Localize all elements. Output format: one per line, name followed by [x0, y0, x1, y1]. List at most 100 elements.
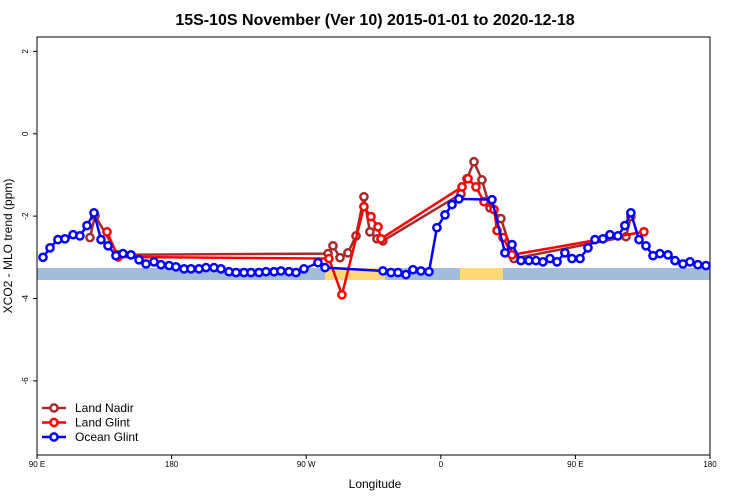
data-point	[552, 257, 562, 267]
x-tick-label: 90 W	[297, 460, 316, 469]
data-point	[598, 233, 608, 244]
data-point	[693, 259, 703, 270]
data-point	[463, 173, 473, 184]
data-point	[471, 182, 481, 192]
data-point	[440, 210, 450, 220]
data-point	[641, 240, 651, 251]
data-point	[655, 248, 665, 259]
data-point	[634, 234, 644, 245]
data-point	[373, 222, 383, 232]
data-point	[516, 255, 526, 266]
data-point	[639, 226, 649, 237]
data-point	[186, 264, 196, 274]
data-point	[507, 239, 517, 250]
data-point	[60, 233, 70, 244]
data-point	[82, 220, 92, 231]
data-point	[156, 259, 166, 270]
data-point	[320, 262, 330, 273]
series-line	[88, 158, 633, 260]
data-point	[38, 252, 48, 263]
data-point	[102, 226, 112, 237]
data-point	[261, 266, 271, 277]
data-point	[477, 175, 487, 185]
data-point	[45, 243, 55, 253]
data-point	[663, 250, 673, 260]
data-point	[424, 266, 434, 277]
chart-title: 15S-10S November (Ver 10) 2015-01-01 to …	[175, 12, 574, 29]
y-tick-label: -4	[21, 294, 30, 302]
data-point	[447, 199, 457, 210]
data-point	[393, 267, 403, 278]
y-tick-label: -6	[21, 377, 30, 385]
surface-band-land	[460, 268, 503, 280]
data-point	[246, 267, 256, 278]
y-axis-label: XCO2 - MLO trend (ppm)	[1, 179, 15, 314]
legend-swatch-point	[49, 432, 59, 442]
legend-label: Land Glint	[75, 416, 130, 430]
data-point	[171, 261, 181, 272]
data-point	[89, 207, 99, 218]
data-point	[335, 252, 345, 263]
data-point	[487, 194, 497, 205]
y-tick-label: -2	[21, 212, 30, 220]
data-point	[457, 182, 467, 192]
data-point	[567, 253, 577, 264]
data-point	[231, 267, 241, 278]
data-point	[620, 220, 630, 231]
data-point	[590, 234, 600, 245]
data-point	[276, 266, 286, 276]
data-point	[401, 269, 411, 280]
data-point	[376, 233, 386, 244]
data-point	[291, 267, 301, 278]
data-point	[134, 254, 144, 265]
data-point	[670, 255, 680, 266]
data-point	[328, 240, 338, 251]
x-tick-label: 180	[703, 460, 717, 469]
data-point	[605, 229, 615, 240]
data-point	[365, 226, 375, 237]
data-point	[560, 247, 570, 258]
data-point	[575, 253, 585, 264]
data-point	[337, 289, 347, 300]
data-point	[416, 266, 426, 276]
data-point	[378, 266, 388, 276]
data-point	[454, 193, 464, 204]
data-point	[583, 243, 593, 253]
x-tick-label: 180	[165, 460, 179, 469]
data-point	[201, 262, 211, 273]
data-point	[408, 264, 418, 275]
data-point	[141, 259, 151, 269]
data-point	[85, 232, 95, 243]
data-point	[299, 264, 309, 274]
data-point	[626, 207, 636, 218]
legend-swatch-point	[49, 403, 59, 413]
data-point	[96, 234, 106, 245]
data-point	[103, 240, 113, 251]
legend-label: Land Nadir	[75, 401, 134, 415]
data-point	[75, 231, 85, 241]
data-point	[216, 264, 226, 274]
data-point	[118, 248, 128, 259]
data-point	[432, 222, 442, 233]
x-tick-label: 90 E	[29, 460, 45, 469]
plot-frame	[36, 36, 711, 456]
data-point	[685, 257, 695, 267]
y-tick-label: 0	[21, 131, 30, 136]
x-tick-label: 90 E	[567, 460, 583, 469]
data-point	[500, 247, 510, 258]
y-tick-label: 2	[21, 49, 30, 54]
data-point	[313, 257, 323, 268]
data-point	[343, 247, 353, 258]
data-point	[366, 211, 376, 222]
data-point	[126, 250, 136, 260]
x-axis-label: Longitude	[349, 477, 402, 491]
x-tick-label: 0	[439, 460, 444, 469]
data-point	[701, 260, 711, 271]
data-point	[359, 191, 369, 202]
data-point	[613, 231, 623, 241]
legend-label: Ocean Glint	[75, 430, 139, 444]
legend-swatch-point	[49, 417, 59, 428]
data-point	[324, 253, 334, 264]
data-point	[359, 201, 369, 212]
